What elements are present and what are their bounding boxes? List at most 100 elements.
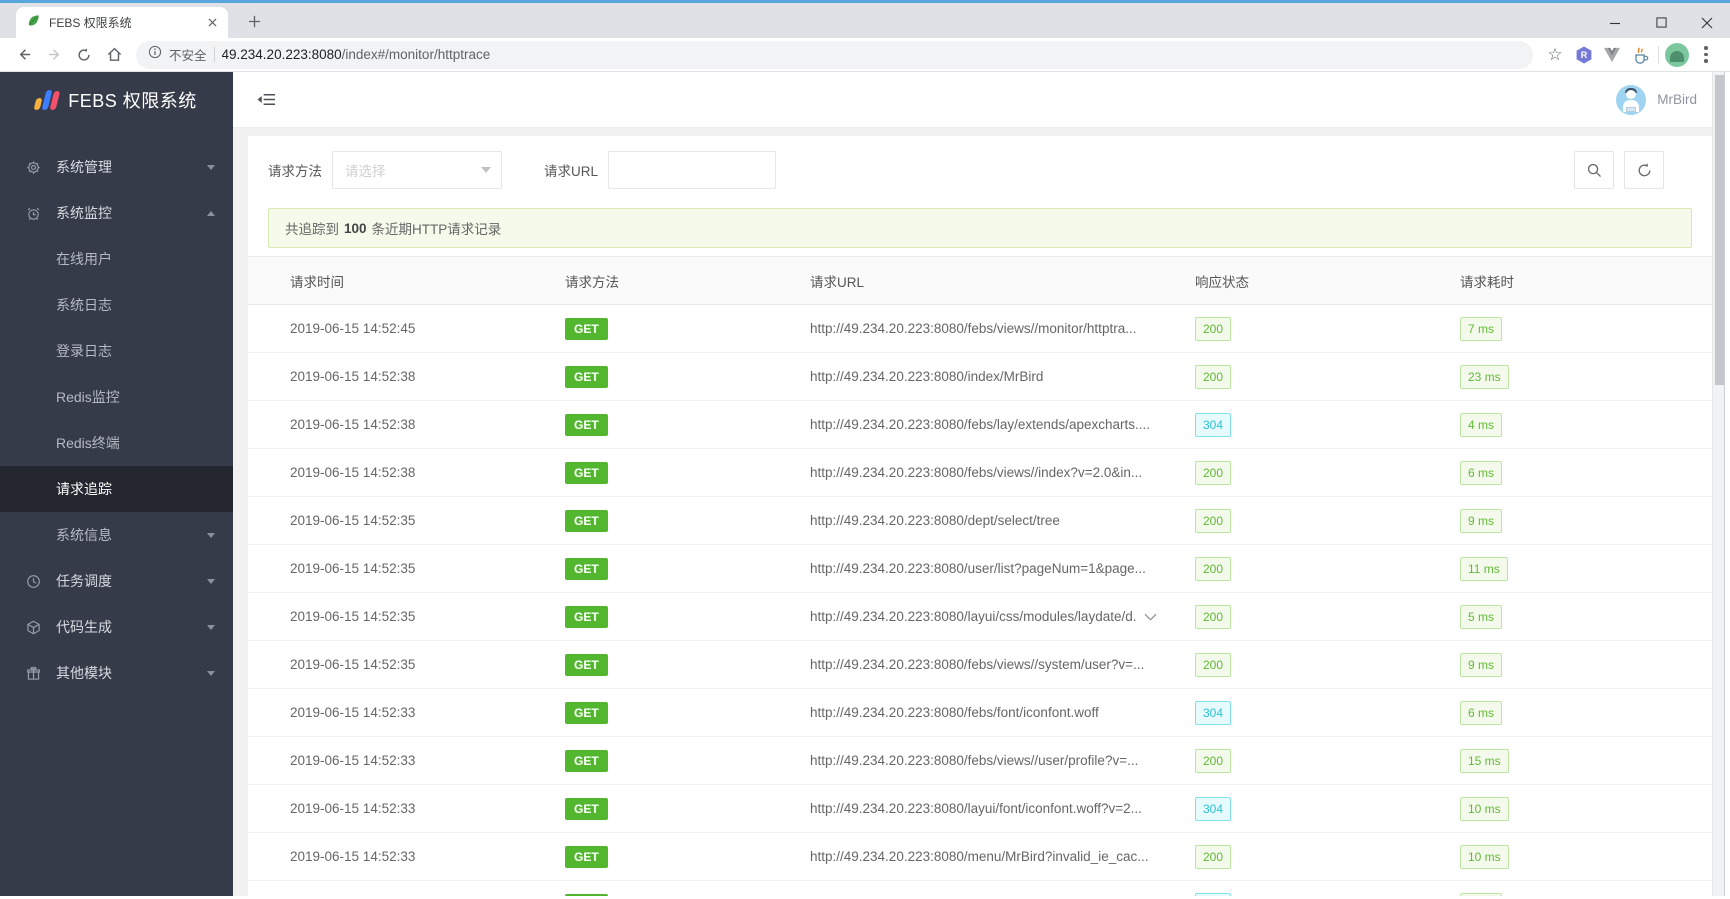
table-body: 2019-06-15 14:52:45 GET http://49.234.20… (248, 304, 1712, 896)
table-header-row: 请求时间 请求方法 请求URL 响应状态 请求耗时 (248, 256, 1712, 305)
chevron-down-icon (207, 532, 215, 538)
select-caret-icon (481, 167, 491, 173)
table-row: 2019-06-15 14:52:33 GET http://49.234.20… (248, 880, 1712, 896)
sidebar-item-redis-terminal[interactable]: Redis终端 (56, 435, 120, 451)
status-badge: 200 (1195, 364, 1232, 389)
cell-url-text: http://49.234.20.223:8080/febs/views//sy… (810, 657, 1145, 672)
table-row: 2019-06-15 14:52:33 GET http://49.234.20… (248, 736, 1712, 785)
status-badge: 200 (1195, 316, 1232, 341)
url-filter-label: 请求URL (544, 164, 599, 179)
status-badge: 304 (1195, 700, 1232, 725)
method-badge: GET (565, 557, 608, 580)
method-badge: GET (565, 701, 608, 724)
tab-close-icon[interactable] (204, 15, 220, 31)
scrollbar-thumb[interactable] (1714, 75, 1724, 385)
httptrace-table: 请求时间 请求方法 请求URL 响应状态 请求耗时 2019-06-15 14:… (248, 256, 1712, 896)
new-tab-button[interactable] (242, 9, 266, 33)
window-minimize-button[interactable] (1592, 6, 1638, 39)
cell-time: 2019-06-15 14:52:33 (248, 784, 548, 833)
cell-time: 2019-06-15 14:52:35 (248, 496, 548, 545)
cell-time: 2019-06-15 14:52:35 (248, 544, 548, 593)
user-menu[interactable]: MrBird (1616, 84, 1697, 115)
bookmark-star-icon[interactable]: ☆ (1547, 45, 1563, 64)
duration-badge: 11 ms (1460, 556, 1508, 581)
sidebar-item-task-schedule[interactable]: 任务调度 (0, 558, 233, 604)
duration-badge: 6 ms (1460, 700, 1503, 725)
page-scrollbar[interactable] (1712, 72, 1724, 896)
window-close-button[interactable] (1684, 6, 1730, 39)
search-button[interactable] (1574, 151, 1614, 189)
sidebar-item-code-gen[interactable]: 代码生成 (0, 604, 233, 650)
method-select[interactable]: 请选择 (332, 151, 502, 189)
cell-url-text: http://49.234.20.223:8080/febs/views//in… (810, 465, 1143, 480)
clock-icon (26, 574, 56, 589)
status-badge: 200 (1195, 556, 1232, 581)
sidebar-item-httptrace[interactable]: 请求追踪 (0, 466, 233, 512)
table-row: 2019-06-15 14:52:35 GET http://49.234.20… (248, 592, 1712, 641)
cell-time: 2019-06-15 14:52:35 (248, 592, 548, 641)
extension-r-icon[interactable]: R (1571, 42, 1597, 68)
trace-count: 100 (344, 220, 367, 236)
sidebar-item-system-log[interactable]: 系统日志 (56, 297, 112, 313)
gift-icon (26, 666, 56, 681)
table-row: 2019-06-15 14:52:35 GET http://49.234.20… (248, 496, 1712, 545)
col-method: 请求方法 (548, 256, 793, 305)
cell-time: 2019-06-15 14:52:33 (248, 688, 548, 737)
sidebar-item-system-info[interactable]: 系统信息 (0, 512, 233, 558)
sidebar-item-online-users[interactable]: 在线用户 (56, 251, 112, 267)
sidebar-item-login-log[interactable]: 登录日志 (56, 343, 112, 359)
sidebar: FEBS 权限系统 系统管理 系统监控 在线用户 (0, 72, 233, 896)
chevron-down-icon (207, 164, 215, 170)
home-icon[interactable] (100, 41, 128, 69)
chevron-down-icon (207, 670, 215, 676)
forward-icon[interactable] (40, 41, 68, 69)
duration-badge: 7 ms (1460, 316, 1503, 341)
user-avatar[interactable] (1616, 84, 1647, 115)
table-row: 2019-06-15 14:52:33 GET http://49.234.20… (248, 832, 1712, 881)
back-icon[interactable] (10, 41, 38, 69)
chevron-down-icon (207, 578, 215, 584)
extension-vue-icon[interactable] (1599, 42, 1625, 68)
method-badge: GET (565, 605, 608, 628)
browser-menu-icon[interactable] (1692, 41, 1720, 69)
info-icon[interactable] (148, 45, 162, 64)
sidebar-item-redis-monitor[interactable]: Redis监控 (56, 389, 120, 405)
cell-url-text: http://49.234.20.223:8080/febs/font/icon… (810, 705, 1099, 720)
duration-badge: 6 ms (1460, 460, 1503, 485)
browser-tab[interactable]: FEBS 权限系统 (16, 7, 228, 38)
reload-icon[interactable] (70, 41, 98, 69)
sidebar-item-system-monitor[interactable]: 系统监控 (0, 190, 233, 236)
logo-mark-icon (33, 90, 61, 110)
col-duration: 请求耗时 (1443, 256, 1712, 305)
url-expander-icon[interactable] (1144, 613, 1157, 622)
sidebar-item-label: 系统监控 (56, 205, 112, 221)
window-maximize-button[interactable] (1638, 6, 1684, 39)
sidebar-item-label: 任务调度 (56, 573, 112, 589)
table-row: 2019-06-15 14:52:35 GET http://49.234.20… (248, 544, 1712, 593)
cell-url-text: http://49.234.20.223:8080/user/list?page… (810, 561, 1146, 576)
status-badge: 200 (1195, 652, 1232, 677)
refresh-button[interactable] (1624, 151, 1664, 189)
method-select-placeholder: 请选择 (345, 164, 386, 179)
method-filter-label: 请求方法 (268, 164, 322, 179)
gear-icon (26, 160, 56, 175)
table-row: 2019-06-15 14:52:38 GET http://49.234.20… (248, 352, 1712, 401)
cell-time: 2019-06-15 14:52:33 (248, 832, 548, 881)
cell-time: 2019-06-15 14:52:33 (248, 736, 548, 785)
method-badge: GET (565, 797, 608, 820)
sidebar-item-system-manage[interactable]: 系统管理 (0, 144, 233, 190)
sidebar-item-other-modules[interactable]: 其他模块 (0, 650, 233, 696)
browser-addressbar: 不安全 49.234.20.223:8080/index#/monitor/ht… (0, 38, 1730, 72)
httptrace-panel: 请求方法 请选择 请求URL (248, 136, 1712, 896)
browser-profile-avatar[interactable] (1664, 42, 1690, 68)
sidebar-collapse-icon[interactable] (253, 87, 279, 113)
url-bar[interactable]: 不安全 49.234.20.223:8080/index#/monitor/ht… (136, 40, 1533, 69)
cell-url-text: http://49.234.20.223:8080/menu/MrBird?in… (810, 849, 1149, 864)
url-filter-input[interactable] (608, 151, 777, 189)
status-badge: 200 (1195, 460, 1232, 485)
table-row: 2019-06-15 14:52:33 GET http://49.234.20… (248, 688, 1712, 737)
method-badge: GET (565, 509, 608, 532)
cell-time: 2019-06-15 14:52:38 (248, 400, 548, 449)
extension-java-icon[interactable] (1627, 42, 1653, 68)
